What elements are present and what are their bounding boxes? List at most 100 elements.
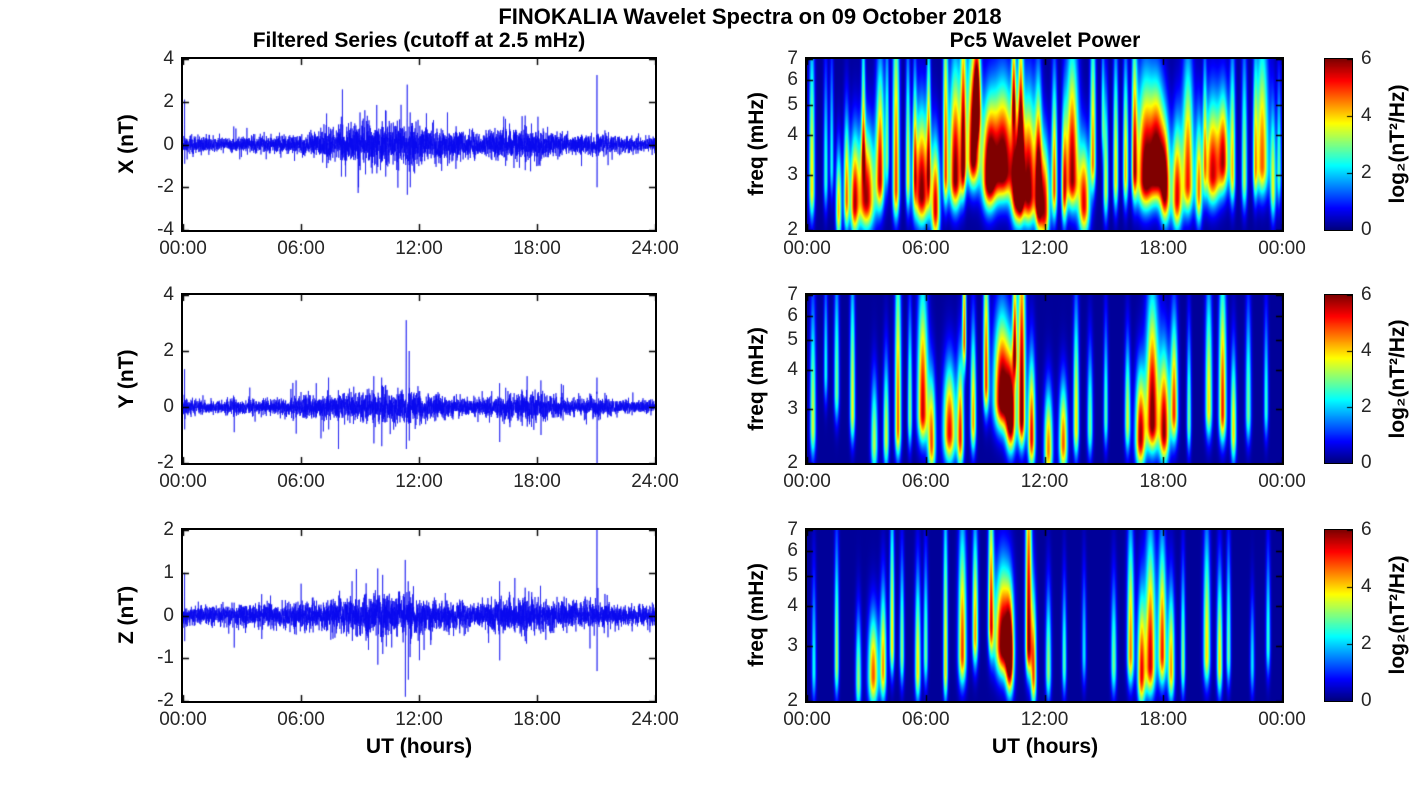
y-colorbar-canvas xyxy=(1325,295,1352,463)
freq-tick-label: 5 xyxy=(787,93,798,115)
y-tick-label: 1 xyxy=(163,561,174,583)
freq-tick-label: 5 xyxy=(787,564,798,586)
y-spectrogram-canvas xyxy=(807,295,1282,463)
colorbar-tick-label: 6 xyxy=(1361,284,1372,305)
freq-tick-label: 3 xyxy=(787,397,798,419)
x-tick-label: 24:00 xyxy=(631,709,679,730)
freq-tick-label: 4 xyxy=(787,124,798,146)
z-spectrogram-ylabel: freq (mHz) xyxy=(745,563,768,667)
figure-title: FINOKALIA Wavelet Spectra on 09 October … xyxy=(498,4,1002,29)
x-timeseries-canvas xyxy=(183,59,655,230)
x-tick-label: 12:00 xyxy=(1020,238,1069,259)
freq-tick-label: 7 xyxy=(787,48,798,69)
x-tick-label: 06:00 xyxy=(277,238,325,259)
left-xaxis-label: UT (hours) xyxy=(365,735,473,758)
x-tick-label: 24:00 xyxy=(631,471,679,492)
z-axis-ylabel: Z (nT) xyxy=(115,585,138,645)
x-tick-label: 12:00 xyxy=(395,471,443,492)
z-colorbar xyxy=(1324,529,1353,702)
freq-tick-label: 7 xyxy=(787,519,798,540)
y-tick-label: 2 xyxy=(163,340,174,361)
freq-tick-label: 4 xyxy=(787,359,798,381)
y-tick-label: 4 xyxy=(163,284,174,305)
y-tick-label: -2 xyxy=(157,690,174,711)
z-wavelet-spectrogram xyxy=(805,528,1284,703)
y-tick-label: 0 xyxy=(163,396,174,417)
y-tick-label: 2 xyxy=(163,519,174,540)
x-axis-ylabel: X (nT) xyxy=(115,114,138,174)
x-tick-label: 00:00 xyxy=(1258,709,1306,730)
left-column-title: Filtered Series (cutoff at 2.5 mHz) xyxy=(252,29,586,52)
z-timeseries-canvas xyxy=(183,530,655,701)
x-tick-label: 00:00 xyxy=(1258,471,1306,492)
x-colorbar xyxy=(1324,58,1353,231)
x-timeseries-plot xyxy=(181,57,657,232)
colorbar-tick-label: 0 xyxy=(1361,690,1372,711)
z-timeseries-plot xyxy=(181,528,657,703)
x-tick-label: 00:00 xyxy=(159,238,207,259)
x-tick-label: 18:00 xyxy=(1139,471,1188,492)
x-tick-label: 18:00 xyxy=(1139,709,1188,730)
x-colorbar-label: log₂(nT²/Hz) xyxy=(1386,84,1409,204)
y-tick-label: 0 xyxy=(163,133,174,155)
x-spectrogram-canvas xyxy=(807,59,1282,230)
y-timeseries-canvas xyxy=(183,295,655,463)
x-tick-label: 06:00 xyxy=(901,238,950,259)
y-tick-label: 4 xyxy=(163,48,174,69)
x-wavelet-spectrogram xyxy=(805,57,1284,232)
y-colorbar-label: log₂(nT²/Hz) xyxy=(1386,319,1409,439)
colorbar-tick-label: 0 xyxy=(1361,219,1372,240)
freq-tick-label: 6 xyxy=(787,540,798,562)
colorbar-tick-label: 4 xyxy=(1361,576,1372,597)
freq-tick-label: 6 xyxy=(787,304,798,326)
x-tick-label: 00:00 xyxy=(159,709,207,730)
x-tick-label: 00:00 xyxy=(783,709,831,730)
x-tick-label: 18:00 xyxy=(1139,238,1188,259)
freq-tick-label: 5 xyxy=(787,329,798,351)
freq-tick-label: 4 xyxy=(787,595,798,617)
x-colorbar-canvas xyxy=(1325,59,1352,230)
z-spectrogram-canvas xyxy=(807,530,1282,701)
freq-tick-label: 2 xyxy=(787,219,798,240)
colorbar-tick-label: 0 xyxy=(1361,452,1372,473)
y-tick-label: 2 xyxy=(163,90,174,112)
colorbar-tick-label: 4 xyxy=(1361,340,1372,361)
y-tick-label: 0 xyxy=(163,604,174,626)
right-column-title: Pc5 Wavelet Power xyxy=(949,29,1141,52)
x-tick-label: 12:00 xyxy=(395,238,443,259)
z-colorbar-label: log₂(nT²/Hz) xyxy=(1386,555,1409,675)
freq-tick-label: 6 xyxy=(787,69,798,91)
x-tick-label: 06:00 xyxy=(901,709,950,730)
right-xaxis-label: UT (hours) xyxy=(991,735,1099,758)
x-tick-label: 18:00 xyxy=(513,709,561,730)
freq-tick-label: 2 xyxy=(787,452,798,473)
colorbar-tick-label: 6 xyxy=(1361,519,1372,540)
freq-tick-label: 3 xyxy=(787,163,798,185)
y-spectrogram-ylabel: freq (mHz) xyxy=(745,327,768,431)
y-axis-ylabel: Y (nT) xyxy=(115,349,138,409)
freq-tick-label: 7 xyxy=(787,284,798,305)
x-tick-label: 06:00 xyxy=(277,471,325,492)
x-tick-label: 00:00 xyxy=(783,471,831,492)
x-tick-label: 12:00 xyxy=(1020,471,1069,492)
x-tick-label: 00:00 xyxy=(159,471,207,492)
x-tick-label: 12:00 xyxy=(1020,709,1069,730)
x-tick-label: 06:00 xyxy=(901,471,950,492)
y-tick-label: -2 xyxy=(157,452,174,473)
y-wavelet-spectrogram xyxy=(805,293,1284,465)
y-tick-label: -1 xyxy=(157,647,174,669)
x-tick-label: 24:00 xyxy=(631,238,679,259)
y-tick-label: -4 xyxy=(157,219,174,240)
colorbar-tick-label: 2 xyxy=(1361,396,1372,417)
colorbar-tick-label: 4 xyxy=(1361,105,1372,126)
y-tick-label: -2 xyxy=(157,176,174,198)
colorbar-tick-label: 2 xyxy=(1361,633,1372,654)
freq-tick-label: 2 xyxy=(787,690,798,711)
x-tick-label: 18:00 xyxy=(513,238,561,259)
x-tick-label: 12:00 xyxy=(395,709,443,730)
x-spectrogram-ylabel: freq (mHz) xyxy=(745,92,768,196)
x-tick-label: 00:00 xyxy=(783,238,831,259)
colorbar-tick-label: 2 xyxy=(1361,162,1372,183)
freq-tick-label: 3 xyxy=(787,634,798,656)
x-tick-label: 00:00 xyxy=(1258,238,1306,259)
